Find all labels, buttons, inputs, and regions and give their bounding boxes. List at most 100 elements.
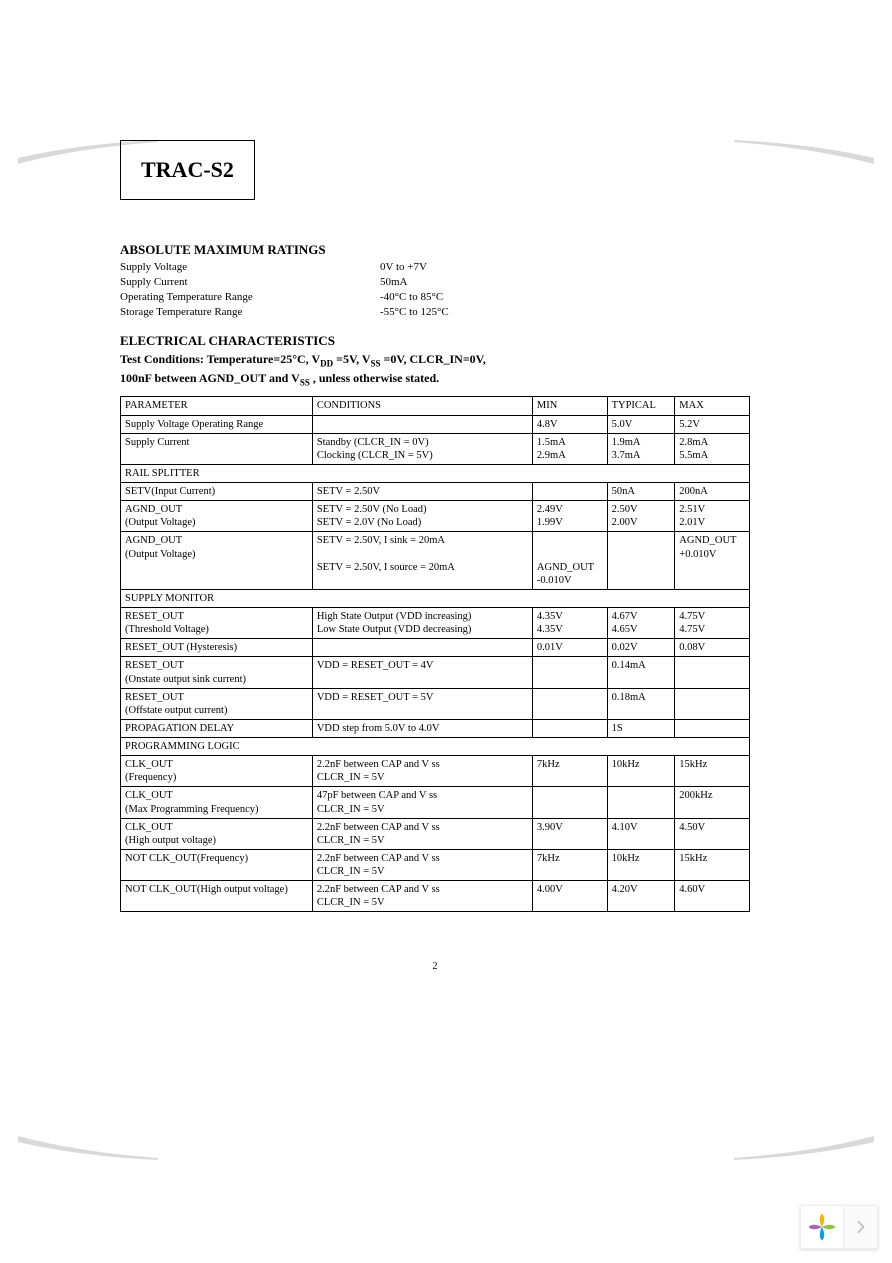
cell-max: 2.51V2.01V <box>675 501 750 532</box>
table-row: PROPAGATION DELAY VDD step from 5.0V to … <box>121 719 750 737</box>
ratings-label: Supply Current <box>120 275 380 290</box>
cell-cond: VDD step from 5.0V to 4.0V <box>312 719 532 737</box>
table-row: NOT CLK_OUT(High output voltage) 2.2nF b… <box>121 881 750 912</box>
col-header-typical: TYPICAL <box>607 397 675 415</box>
cond-sub: SS <box>300 377 310 387</box>
title-box: TRAC-S2 <box>120 140 255 200</box>
cell-max: 5.2V <box>675 415 750 433</box>
electrical-spec-table: PARAMETER CONDITIONS MIN TYPICAL MAX Sup… <box>120 396 750 912</box>
ratings-label: Operating Temperature Range <box>120 290 380 305</box>
cell-max: 200kHz <box>675 787 750 818</box>
cell-min <box>532 719 607 737</box>
cell-max: 15kHz <box>675 849 750 880</box>
cond-sub: SS <box>371 359 381 369</box>
cell-param: RESET_OUT(Offstate output current) <box>121 688 313 719</box>
cell-min: 4.00V <box>532 881 607 912</box>
ratings-label: Supply Voltage <box>120 260 380 275</box>
table-row: RESET_OUT(Threshold Voltage) High State … <box>121 608 750 639</box>
page-number: 2 <box>120 961 750 972</box>
cell-typ <box>607 787 675 818</box>
table-row: CLK_OUT(Max Programming Frequency) 47pF … <box>121 787 750 818</box>
cell-cond: 2.2nF between CAP and V ssCLCR_IN = 5V <box>312 849 532 880</box>
col-header-min: MIN <box>532 397 607 415</box>
cond-text: 100nF between AGND_OUT and V <box>120 371 300 385</box>
ratings-row: Supply Current 50mA <box>120 275 750 290</box>
cell-min: 7kHz <box>532 849 607 880</box>
cell-cond: SETV = 2.50V, I sink = 20mASETV = 2.50V,… <box>312 532 532 590</box>
cell-typ: 2.50V2.00V <box>607 501 675 532</box>
cell-cond: 2.2nF between CAP and V ssCLCR_IN = 5V <box>312 881 532 912</box>
section-label: PROGRAMMING LOGIC <box>121 738 750 756</box>
cell-min: 7kHz <box>532 756 607 787</box>
datasheet-page: TRAC-S2 ABSOLUTE MAXIMUM RATINGS Supply … <box>120 140 750 912</box>
cell-cond: 47pF between CAP and V ssCLCR_IN = 5V <box>312 787 532 818</box>
cell-min: AGND_OUT-0.010V <box>532 532 607 590</box>
cell-param: PROPAGATION DELAY <box>121 719 313 737</box>
cell-typ: 0.18mA <box>607 688 675 719</box>
cell-cond: SETV = 2.50V (No Load)SETV = 2.0V (No Lo… <box>312 501 532 532</box>
cell-typ: 10kHz <box>607 756 675 787</box>
abs-max-list: Supply Voltage 0V to +7V Supply Current … <box>120 260 750 319</box>
cell-cond <box>312 639 532 657</box>
cell-cond: Standby (CLCR_IN = 0V)Clocking (CLCR_IN … <box>312 433 532 464</box>
cell-max: 4.75V4.75V <box>675 608 750 639</box>
cell-min: 3.90V <box>532 818 607 849</box>
logo-icon <box>800 1205 844 1249</box>
ratings-value: 0V to +7V <box>380 260 427 275</box>
table-row: CLK_OUT(Frequency) 2.2nF between CAP and… <box>121 756 750 787</box>
table-row: SETV(Input Current) SETV = 2.50V 50nA 20… <box>121 483 750 501</box>
table-row: AGND_OUT(Output Voltage) SETV = 2.50V, I… <box>121 532 750 590</box>
cell-cond: VDD = RESET_OUT = 4V <box>312 657 532 688</box>
test-conditions: Test Conditions: Temperature=25°C, VDD =… <box>120 351 750 388</box>
cell-min: 1.5mA2.9mA <box>532 433 607 464</box>
table-row: RESET_OUT (Hysteresis) 0.01V 0.02V 0.08V <box>121 639 750 657</box>
ratings-label: Storage Temperature Range <box>120 305 380 320</box>
cell-typ: 5.0V <box>607 415 675 433</box>
page-corner-shadow <box>734 140 874 180</box>
cell-typ: 50nA <box>607 483 675 501</box>
cond-text: , unless otherwise stated. <box>310 371 439 385</box>
ratings-value: -40°C to 85°C <box>380 290 443 305</box>
cell-cond: VDD = RESET_OUT = 5V <box>312 688 532 719</box>
table-header-row: PARAMETER CONDITIONS MIN TYPICAL MAX <box>121 397 750 415</box>
cell-cond: SETV = 2.50V <box>312 483 532 501</box>
cell-max: 200nA <box>675 483 750 501</box>
cell-min <box>532 787 607 818</box>
cell-max: AGND_OUT+0.010V <box>675 532 750 590</box>
cell-max: 15kHz <box>675 756 750 787</box>
cell-min <box>532 657 607 688</box>
cond-text: =0V, CLCR_IN=0V, <box>381 352 486 366</box>
chevron-right-icon <box>857 1220 865 1234</box>
cell-max: 4.60V <box>675 881 750 912</box>
col-header-max: MAX <box>675 397 750 415</box>
section-label: RAIL SPLITTER <box>121 464 750 482</box>
cell-typ: 4.20V <box>607 881 675 912</box>
cell-max: 2.8mA5.5mA <box>675 433 750 464</box>
cond-text: =5V, V <box>333 352 370 366</box>
col-header-parameter: PARAMETER <box>121 397 313 415</box>
cell-max <box>675 688 750 719</box>
next-page-button[interactable] <box>844 1205 878 1249</box>
cell-min: 4.35V4.35V <box>532 608 607 639</box>
cell-param: NOT CLK_OUT(High output voltage) <box>121 881 313 912</box>
cell-param: Supply Voltage Operating Range <box>121 415 313 433</box>
table-row: Supply Voltage Operating Range 4.8V 5.0V… <box>121 415 750 433</box>
cell-max: 4.50V <box>675 818 750 849</box>
cell-max <box>675 657 750 688</box>
ratings-row: Supply Voltage 0V to +7V <box>120 260 750 275</box>
cell-param: AGND_OUT(Output Voltage) <box>121 532 313 590</box>
cond-text: Test Conditions: Temperature=25°C, V <box>120 352 320 366</box>
page-corner-shadow <box>734 1120 874 1160</box>
cell-param: CLK_OUT(Frequency) <box>121 756 313 787</box>
cell-max <box>675 719 750 737</box>
cell-param: NOT CLK_OUT(Frequency) <box>121 849 313 880</box>
table-row: RESET_OUT(Offstate output current) VDD =… <box>121 688 750 719</box>
table-row: CLK_OUT(High output voltage) 2.2nF betwe… <box>121 818 750 849</box>
cell-typ <box>607 532 675 590</box>
cell-typ: 1S <box>607 719 675 737</box>
table-row: AGND_OUT(Output Voltage) SETV = 2.50V (N… <box>121 501 750 532</box>
cell-typ: 4.67V4.65V <box>607 608 675 639</box>
cell-min <box>532 483 607 501</box>
cell-param: Supply Current <box>121 433 313 464</box>
table-row: NOT CLK_OUT(Frequency) 2.2nF between CAP… <box>121 849 750 880</box>
